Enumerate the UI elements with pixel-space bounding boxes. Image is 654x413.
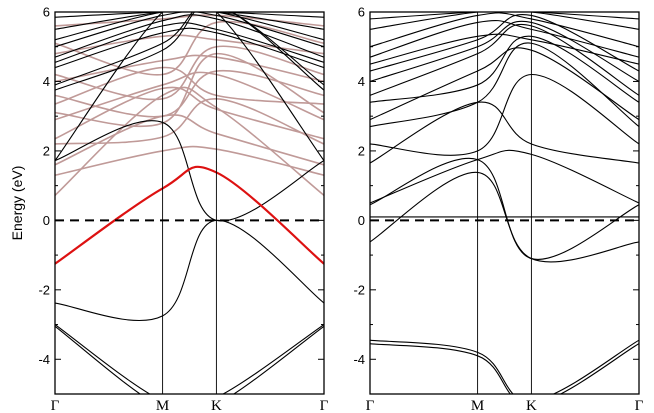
right-kpoint-label: M: [471, 398, 484, 413]
left-band-17: [55, 114, 324, 166]
left-band-5: [55, 12, 324, 161]
left-band-18: [55, 98, 324, 145]
right-band-panel: -4 -2 0 2 4 6 Γ M K Γ: [353, 5, 643, 413]
right-band-9: [370, 35, 639, 103]
left-ytick-label: 0: [43, 213, 50, 228]
right-band-16: [370, 12, 639, 30]
right-ytick-label: -2: [353, 282, 365, 297]
left-ytick-label: 6: [43, 5, 50, 20]
right-band-1: [370, 157, 639, 260]
right-band-10: [370, 23, 639, 96]
left-kpoint-label: Γ: [320, 398, 329, 413]
left-band-25: [55, 45, 324, 101]
y-axis-title: Energy (eV): [9, 166, 25, 241]
right-band-15: [370, 12, 639, 48]
right-ytick-label: 4: [358, 74, 365, 89]
left-band-11: [55, 12, 324, 48]
right-band-2: [370, 149, 639, 204]
left-band-12: [55, 12, 324, 41]
right-bands: [370, 12, 639, 394]
right-ytick-label: 2: [358, 143, 365, 158]
left-band-13: [55, 12, 324, 30]
right-band-4: [370, 343, 639, 394]
left-ytick-label: -2: [38, 282, 50, 297]
left-band-22: [55, 66, 324, 105]
left-band-20: [55, 71, 324, 121]
left-band-27: [55, 20, 324, 76]
left-band-14: [55, 12, 324, 18]
left-band-24: [55, 54, 324, 83]
right-ytick-label: -4: [353, 352, 365, 367]
left-band-3: [55, 324, 324, 394]
left-kpoint-label: Γ: [51, 398, 60, 413]
left-band-15: [55, 86, 324, 196]
left-bands: [55, 12, 324, 394]
left-ytick-label: -4: [38, 352, 50, 367]
left-band-23: [55, 69, 324, 118]
left-kpoint-label: K: [211, 398, 222, 413]
left-band-4: [55, 325, 324, 394]
right-kpoint-label: Γ: [366, 398, 375, 413]
left-band-16: [55, 145, 324, 177]
left-ytick-label: 4: [43, 74, 50, 89]
left-band-8: [55, 27, 324, 69]
right-band-14: [370, 20, 639, 58]
right-band-6: [370, 73, 639, 156]
right-ytick-label: 6: [358, 5, 365, 20]
left-band-panel: -4 -2 0 2 4 6 Γ M K Γ: [38, 5, 329, 413]
right-plot-frame: [369, 11, 640, 395]
right-kpoint-label: Γ: [635, 398, 644, 413]
left-band-9: [55, 22, 324, 63]
left-band-2: [55, 219, 324, 321]
left-plot-frame: [54, 11, 325, 395]
right-band-7: [370, 42, 639, 128]
left-band-0: [55, 165, 324, 265]
right-kpoint-label: K: [526, 398, 537, 413]
right-band-13: [370, 33, 639, 65]
right-band-0: [370, 171, 639, 263]
right-band-3: [370, 339, 639, 394]
left-kpoint-label: M: [156, 398, 169, 413]
left-band-1: [55, 120, 324, 222]
left-band-10: [55, 14, 324, 58]
left-ytick-label: 2: [43, 143, 50, 158]
right-ytick-label: 0: [358, 213, 365, 228]
right-band-17: [370, 12, 639, 20]
left-band-7: [55, 12, 324, 86]
